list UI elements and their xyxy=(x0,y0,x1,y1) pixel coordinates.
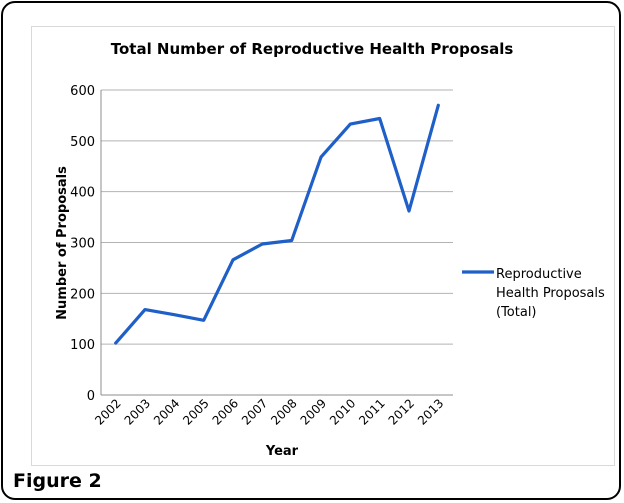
legend-label: Reproductive xyxy=(496,267,582,282)
y-tick-label: 200 xyxy=(70,287,95,302)
x-tick-label: 2008 xyxy=(268,396,299,427)
x-tick-label: 2005 xyxy=(180,396,211,427)
figure-caption: Figure 2 xyxy=(13,470,102,492)
x-tick-label: 2004 xyxy=(151,396,182,427)
series-line xyxy=(114,103,440,345)
y-tick-label: 300 xyxy=(70,237,95,252)
y-axis-label: Number of Proposals xyxy=(55,166,70,320)
x-tick-label: 2003 xyxy=(122,396,153,427)
x-tick-label: 2002 xyxy=(92,396,123,427)
x-tick-label: 2010 xyxy=(327,396,358,427)
y-tick-label: 400 xyxy=(70,186,95,201)
y-tick-label: 0 xyxy=(87,389,95,404)
x-axis-label: Year xyxy=(265,444,299,459)
y-tick-label: 500 xyxy=(70,135,95,150)
x-tick-label: 2011 xyxy=(356,396,387,427)
legend-label: Health Proposals xyxy=(496,286,605,301)
y-tick-label: 100 xyxy=(70,338,95,353)
y-tick-label: 600 xyxy=(70,84,95,99)
x-tick-label: 2012 xyxy=(386,396,417,427)
x-tick-label: 2006 xyxy=(210,396,241,427)
x-tick-label: 2007 xyxy=(239,396,270,427)
x-tick-label: 2013 xyxy=(415,396,446,427)
legend-label: (Total) xyxy=(496,305,537,320)
chart-area xyxy=(31,26,615,466)
chart-title: Total Number of Reproductive Health Prop… xyxy=(111,40,514,58)
legend: Reproductive Health Proposals (Total) xyxy=(462,267,605,320)
x-tick-label: 2009 xyxy=(298,396,329,427)
